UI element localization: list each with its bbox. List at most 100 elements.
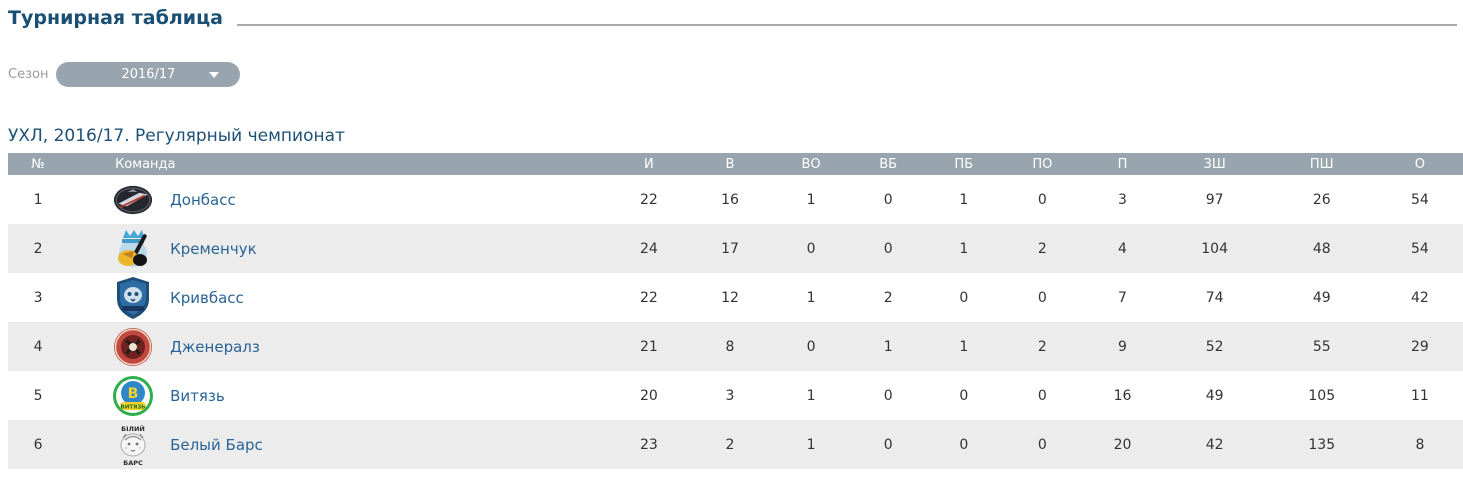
- stat-cell: 1: [806, 191, 816, 208]
- stat-cell: 49: [1205, 387, 1224, 404]
- svg-text:БІЛИЙ: БІЛИЙ: [121, 424, 145, 433]
- column-header-ПШ: ПШ: [1266, 153, 1377, 175]
- team-link[interactable]: Витязь: [170, 386, 225, 405]
- team-cell: Кременчук: [68, 224, 609, 273]
- stat-cell: 0: [1037, 387, 1047, 404]
- team-link[interactable]: Белый Барс: [170, 435, 263, 454]
- column-header-ВБ: ВБ: [851, 153, 926, 175]
- title-divider: [236, 24, 1457, 26]
- stat-cell: 20: [639, 387, 658, 404]
- stat-cell: 2: [883, 289, 893, 306]
- column-header-ПБ: ПБ: [925, 153, 1003, 175]
- standings-table: № Команда И В ВО ВБ ПБ ПО П ЗШ ПШ О 1 Донбасс 22 16 1 0…: [8, 153, 1463, 469]
- column-header-О: О: [1376, 153, 1463, 175]
- stat-cell: 42: [1205, 436, 1224, 453]
- position-cell: 6: [33, 436, 43, 453]
- stat-cell: 0: [806, 240, 816, 257]
- stat-cell: 52: [1205, 338, 1224, 355]
- season-filter: Сезон 2016/17: [8, 62, 1463, 87]
- table-row: 5 В ВИТЯЗЬ Витязь 20 3 1 0 0 0 16 49 105 11: [8, 371, 1463, 420]
- stat-cell: 21: [639, 338, 658, 355]
- position-cell: 4: [33, 338, 43, 355]
- stat-cell: 24: [639, 240, 658, 257]
- kremenchuk-logo: [110, 226, 156, 272]
- stat-cell: 0: [1037, 289, 1047, 306]
- stat-cell: 0: [883, 191, 893, 208]
- team-link[interactable]: Донбасс: [170, 190, 236, 209]
- svg-text:В: В: [128, 386, 139, 402]
- stat-cell: 74: [1205, 289, 1224, 306]
- stat-cell: 97: [1205, 191, 1224, 208]
- stat-cell: 16: [721, 191, 739, 208]
- stat-cell: 3: [1118, 191, 1127, 208]
- team-cell: Донбасс: [68, 175, 609, 224]
- kryvbas-logo: [110, 275, 156, 321]
- team-cell: Дженералз: [68, 322, 609, 371]
- position-cell: 2: [33, 240, 43, 257]
- generals-logo: [110, 324, 156, 370]
- stat-cell: 0: [959, 289, 969, 306]
- table-row: 4 Дженералз 21 8 0 1 1 2 9 52 55 29: [8, 322, 1463, 371]
- stat-cell: 2: [725, 436, 735, 453]
- stat-cell: 9: [1118, 338, 1127, 355]
- stat-cell: 42: [1411, 289, 1429, 306]
- stat-cell: 0: [883, 240, 893, 257]
- stat-cell: 48: [1312, 240, 1331, 257]
- table-row: 1 Донбасс 22 16 1 0 1 0 3 97 26 54: [8, 175, 1463, 224]
- season-select[interactable]: 2016/17: [56, 62, 241, 87]
- bilyi-bars-logo: БІЛИЙ БАРС: [110, 422, 156, 468]
- stat-cell: 1: [959, 338, 969, 355]
- column-header-Команда: Команда: [68, 153, 609, 175]
- stat-cell: 0: [1037, 191, 1047, 208]
- stat-cell: 135: [1308, 436, 1336, 453]
- stat-cell: 1: [806, 387, 816, 404]
- stat-cell: 1: [883, 338, 893, 355]
- column-header-ВО: ВО: [771, 153, 852, 175]
- team-link[interactable]: Кривбасс: [170, 288, 244, 307]
- team-link[interactable]: Дженералз: [170, 337, 260, 356]
- stat-cell: 8: [725, 338, 735, 355]
- stat-cell: 17: [721, 240, 739, 257]
- season-selected-value: 2016/17: [121, 67, 176, 82]
- stat-cell: 49: [1312, 289, 1331, 306]
- table-row: 3 Кривбасс 22 12 1 2 0 0 7 74 49 42: [8, 273, 1463, 322]
- position-cell: 5: [33, 387, 43, 404]
- chevron-down-icon: [209, 72, 220, 78]
- stat-cell: 8: [1415, 436, 1425, 453]
- section-subtitle: УХЛ, 2016/17. Регулярный чемпионат: [8, 126, 345, 146]
- stat-cell: 1: [806, 289, 816, 306]
- stat-cell: 0: [1037, 436, 1047, 453]
- table-header-row: № Команда И В ВО ВБ ПБ ПО П ЗШ ПШ О: [8, 153, 1463, 175]
- stat-cell: 54: [1411, 191, 1429, 208]
- column-header-В: В: [688, 153, 772, 175]
- stat-cell: 0: [806, 338, 816, 355]
- column-header-№: №: [8, 153, 69, 175]
- column-header-ПО: ПО: [1002, 153, 1083, 175]
- stat-cell: 29: [1411, 338, 1429, 355]
- stat-cell: 22: [639, 191, 658, 208]
- column-header-ЗШ: ЗШ: [1162, 153, 1267, 175]
- stat-cell: 2: [1037, 338, 1047, 355]
- stat-cell: 1: [806, 436, 816, 453]
- stat-cell: 1: [959, 240, 969, 257]
- page-header: Турнирная таблица: [0, 0, 1463, 29]
- stat-cell: 105: [1308, 387, 1336, 404]
- position-cell: 1: [33, 191, 43, 208]
- stat-cell: 0: [959, 436, 969, 453]
- stat-cell: 22: [639, 289, 658, 306]
- stat-cell: 16: [1113, 387, 1132, 404]
- stat-cell: 0: [883, 387, 893, 404]
- stat-cell: 4: [1118, 240, 1127, 257]
- stat-cell: 54: [1411, 240, 1429, 257]
- team-cell: Кривбасс: [68, 273, 609, 322]
- stat-cell: 23: [639, 436, 658, 453]
- column-header-И: И: [608, 153, 689, 175]
- stat-cell: 1: [959, 191, 969, 208]
- table-row: 6 БІЛИЙ БАРС Белый Барс 23 2 1 0 0 0 20 42 135 8: [8, 420, 1463, 469]
- vityaz-logo: В ВИТЯЗЬ: [110, 373, 156, 419]
- stat-cell: 26: [1312, 191, 1331, 208]
- team-cell: БІЛИЙ БАРС Белый Барс: [68, 420, 609, 469]
- team-link[interactable]: Кременчук: [170, 239, 257, 258]
- season-label: Сезон: [8, 67, 49, 82]
- donbass-logo: [110, 177, 156, 223]
